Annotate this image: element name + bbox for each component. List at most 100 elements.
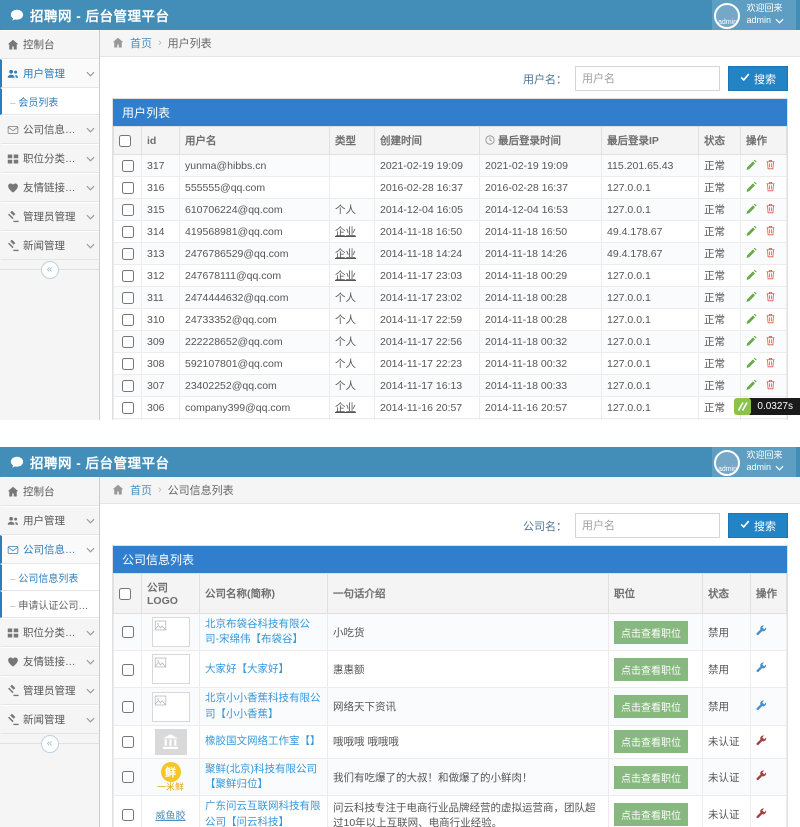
wrench-icon[interactable]	[756, 770, 767, 781]
row-checkbox[interactable]	[122, 402, 134, 414]
sidebar-collapse-button[interactable]	[41, 261, 59, 279]
sidebar-item[interactable]: 管理员管理	[0, 202, 99, 231]
row-checkbox[interactable]	[122, 160, 134, 172]
company-name-link[interactable]: 聚鲜(北京)科技有限公司【聚鲜归位】	[205, 763, 317, 790]
sidebar-item[interactable]: 申请认证公司列表	[0, 591, 99, 618]
row-checkbox[interactable]	[122, 626, 134, 638]
sidebar-item[interactable]: 新闻管理	[0, 231, 99, 260]
row-checkbox[interactable]	[122, 664, 134, 676]
company-name-link[interactable]: 北京小小香蕉科技有限公司【小小香蕉】	[205, 692, 321, 719]
row-checkbox[interactable]	[122, 314, 134, 326]
delete-icon[interactable]	[765, 269, 776, 280]
breadcrumb-home-link[interactable]: 首页	[130, 482, 152, 498]
edit-icon[interactable]	[746, 247, 757, 258]
view-jobs-button[interactable]: 点击查看职位	[614, 766, 688, 789]
row-checkbox[interactable]	[122, 182, 134, 194]
search-input[interactable]	[575, 66, 720, 91]
row-checkbox[interactable]	[122, 336, 134, 348]
company-name-link[interactable]: 橡胶国文网络工作室【】	[205, 735, 321, 747]
wrench-icon[interactable]	[756, 735, 767, 746]
cell-status: 正常	[699, 243, 741, 265]
edit-icon[interactable]	[746, 379, 757, 390]
row-checkbox[interactable]	[122, 809, 134, 821]
edit-icon[interactable]	[746, 203, 757, 214]
row-checkbox[interactable]	[122, 736, 134, 748]
view-jobs-button[interactable]: 点击查看职位	[614, 803, 688, 826]
edit-icon[interactable]	[746, 181, 757, 192]
delete-icon[interactable]	[765, 335, 776, 346]
row-checkbox[interactable]	[122, 701, 134, 713]
view-jobs-button[interactable]: 点击查看职位	[614, 730, 688, 753]
row-checkbox[interactable]	[122, 226, 134, 238]
row-checkbox[interactable]	[122, 204, 134, 216]
delete-icon[interactable]	[765, 291, 776, 302]
view-jobs-button[interactable]: 点击查看职位	[614, 658, 688, 681]
sidebar-item[interactable]: 会员列表	[0, 88, 99, 115]
delete-icon[interactable]	[765, 313, 776, 324]
wrench-icon[interactable]	[756, 700, 767, 711]
user-menu[interactable]: admin 欢迎回来 admin	[712, 0, 796, 30]
cell-company-name: 广东问云互联网科技有限公司【问云科技】	[200, 796, 328, 827]
sidebar-item[interactable]: 控制台	[0, 477, 99, 506]
select-all-checkbox[interactable]	[119, 588, 131, 600]
edit-icon[interactable]	[746, 159, 757, 170]
sidebar-item[interactable]: 职位分类管理	[0, 618, 99, 647]
search-input[interactable]	[575, 513, 720, 538]
cell-status: 禁用	[703, 614, 751, 651]
sidebar-collapse-button[interactable]	[41, 735, 59, 753]
wrench-icon[interactable]	[756, 808, 767, 819]
sidebar-item[interactable]: 职位分类管理	[0, 144, 99, 173]
search-button[interactable]: 搜索	[728, 66, 788, 91]
delete-icon[interactable]	[765, 203, 776, 214]
sidebar-item[interactable]: 公司信息管理	[0, 535, 99, 564]
edit-icon[interactable]	[746, 357, 757, 368]
row-checkbox[interactable]	[122, 248, 134, 260]
company-name-link[interactable]: 北京布袋谷科技有限公司-宋绵伟【布袋谷】	[205, 618, 310, 645]
row-checkbox[interactable]	[122, 358, 134, 370]
delete-icon[interactable]	[765, 225, 776, 236]
avatar-label: admin	[718, 18, 737, 27]
sidebar-item[interactable]: 友情链接管理	[0, 647, 99, 676]
search-button[interactable]: 搜索	[728, 513, 788, 538]
delete-icon[interactable]	[765, 181, 776, 192]
company-name-link[interactable]: 大家好【大家好】	[205, 663, 289, 675]
sidebar-item[interactable]: 用户管理	[0, 59, 99, 88]
row-checkbox[interactable]	[122, 771, 134, 783]
delete-icon[interactable]	[765, 159, 776, 170]
edit-icon[interactable]	[746, 291, 757, 302]
sidebar-item[interactable]: 新闻管理	[0, 705, 99, 734]
delete-icon[interactable]	[765, 247, 776, 258]
cell-actions	[741, 243, 787, 265]
sidebar-item[interactable]: 管理员管理	[0, 676, 99, 705]
company-logo-caption: 一米鲜	[147, 782, 194, 792]
company-name-link[interactable]: 广东问云互联网科技有限公司【问云科技】	[205, 800, 321, 827]
edit-icon[interactable]	[746, 313, 757, 324]
row-checkbox[interactable]	[122, 270, 134, 282]
sidebar-item[interactable]: 控制台	[0, 30, 99, 59]
edit-icon[interactable]	[746, 225, 757, 236]
sidebar-item[interactable]: 用户管理	[0, 506, 99, 535]
delete-icon[interactable]	[765, 379, 776, 390]
cell-created: 2016-02-28 16:37	[375, 177, 480, 199]
sidebar-item[interactable]: 友情链接管理	[0, 173, 99, 202]
edit-icon[interactable]	[746, 269, 757, 280]
wrench-icon[interactable]	[756, 625, 767, 636]
row-checkbox[interactable]	[122, 380, 134, 392]
heart-icon	[7, 656, 20, 668]
cell-type	[330, 177, 375, 199]
user-menu[interactable]: admin 欢迎回来 admin	[712, 447, 796, 477]
view-jobs-button[interactable]: 点击查看职位	[614, 695, 688, 718]
breadcrumb-home-link[interactable]: 首页	[130, 35, 152, 51]
delete-icon[interactable]	[765, 357, 776, 368]
debug-time-badge[interactable]: 0.0327s	[734, 398, 800, 415]
sidebar-item-label: 友情链接管理	[23, 654, 83, 669]
chevron-down-icon	[86, 214, 95, 220]
sidebar-item[interactable]: 公司信息管理	[0, 115, 99, 144]
view-jobs-button[interactable]: 点击查看职位	[614, 621, 688, 644]
wrench-icon[interactable]	[756, 662, 767, 673]
sidebar-item[interactable]: 公司信息列表	[0, 564, 99, 591]
company-logo-alt-text[interactable]: 威鱼胶	[156, 811, 186, 822]
row-checkbox[interactable]	[122, 292, 134, 304]
edit-icon[interactable]	[746, 335, 757, 346]
select-all-checkbox[interactable]	[119, 135, 131, 147]
